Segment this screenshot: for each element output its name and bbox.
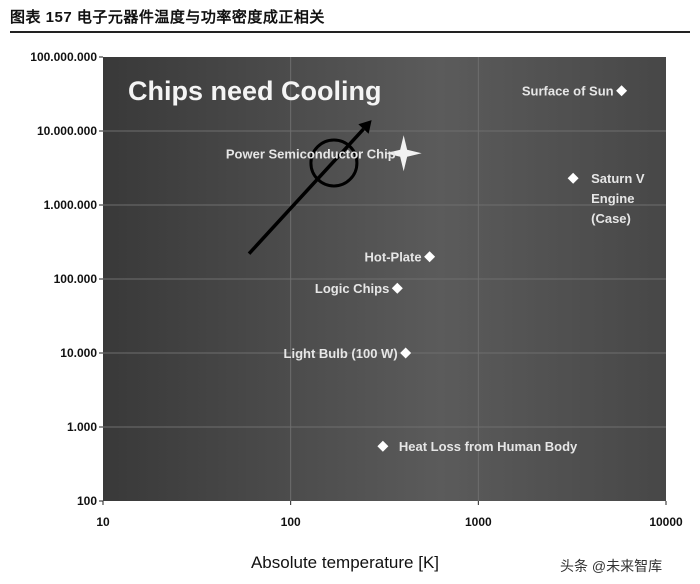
- y-tick-label: 1.000.000: [44, 198, 98, 212]
- point-label-line: Engine: [591, 191, 634, 206]
- watermark-text: 头条 @未来智库: [560, 558, 663, 574]
- annotation-overlay: [247, 120, 372, 255]
- diamond-marker: [616, 85, 628, 97]
- watermark: 头条 @未来智库: [560, 556, 662, 576]
- diamond-marker: [567, 172, 579, 184]
- x-axis-label: Absolute temperature [K]: [251, 553, 439, 572]
- point-label-line: Saturn V: [591, 171, 645, 186]
- x-tick-label: 100: [281, 515, 301, 529]
- x-tick-label: 10000: [649, 515, 683, 529]
- point-label: Hot-Plate: [365, 250, 422, 265]
- point-label: Logic Chips: [315, 281, 389, 296]
- point-label: Light Bulb (100 W): [284, 346, 398, 361]
- trend-arrow-head: [358, 120, 372, 134]
- point-label: Power Semiconductor Chip: [226, 146, 396, 161]
- grid-lines: [103, 57, 666, 501]
- point-label-line: (Case): [591, 211, 631, 226]
- chart-title: Chips need Cooling: [128, 76, 382, 106]
- y-tick-label: 100: [77, 494, 97, 508]
- x-tick-label: 1000: [465, 515, 492, 529]
- diamond-marker: [377, 440, 389, 452]
- data-points: Surface of Sun Power Semiconductor Chip Sa…: [226, 84, 645, 454]
- diamond-marker: [400, 347, 412, 359]
- x-tick-label: 10: [96, 515, 110, 529]
- star-marker: [385, 135, 422, 172]
- trend-arrow-shaft: [247, 127, 365, 255]
- y-tick-label: 10.000.000: [37, 124, 97, 138]
- y-tick-label: 100.000: [54, 272, 98, 286]
- figure-caption: 图表 157 电子元器件温度与功率密度成正相关: [10, 9, 325, 26]
- highlight-circle: [309, 138, 359, 188]
- point-label: Surface of Sun: [522, 84, 614, 99]
- y-tick-label: 10.000: [60, 346, 97, 360]
- caption-divider: [10, 31, 690, 33]
- diamond-marker: [424, 251, 436, 263]
- y-tick-label: 100.000.000: [30, 50, 97, 64]
- diamond-marker: [391, 282, 403, 294]
- point-label: Heat Loss from Human Body: [399, 439, 578, 454]
- y-axis-ticks: 100 1.000 10.000 100.000 1.000.000 10.000.000…: [30, 50, 103, 508]
- y-tick-label: 1.000: [67, 420, 97, 434]
- point-label: Saturn V Engine (Case): [591, 171, 645, 226]
- x-axis-ticks: 10 100 1000 10000: [96, 501, 683, 529]
